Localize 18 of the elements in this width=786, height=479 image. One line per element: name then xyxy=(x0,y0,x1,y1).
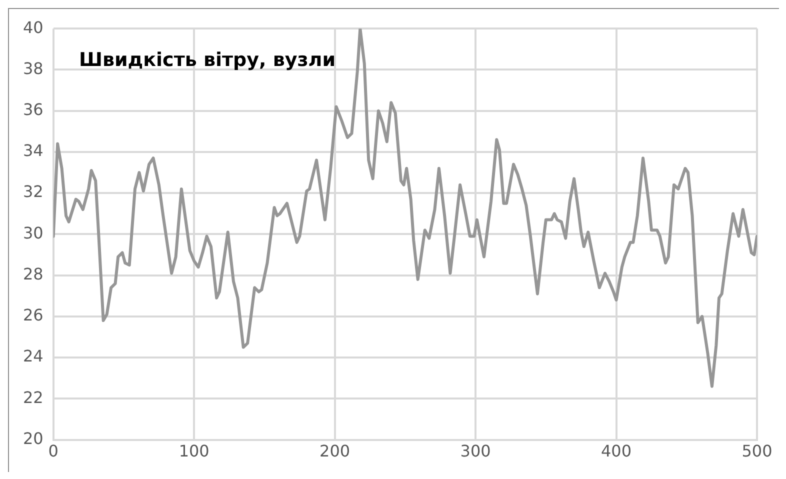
y-tick-label: 24 xyxy=(23,346,44,366)
y-tick-label: 32 xyxy=(23,182,44,202)
x-tick-label: 100 xyxy=(178,442,210,461)
y-tick-label: 40 xyxy=(23,18,44,37)
y-tick-label: 26 xyxy=(23,306,44,325)
y-tick-label: 34 xyxy=(23,141,44,160)
x-tick-label: 500 xyxy=(742,442,772,461)
x-tick-label: 200 xyxy=(320,442,350,461)
x-tick-label: 0 xyxy=(48,442,58,461)
y-tick-label: 28 xyxy=(23,264,44,284)
text: Швидкість вітру, вузли xyxy=(79,49,336,71)
x-tick-label: 300 xyxy=(460,442,491,461)
y-tick-label: 30 xyxy=(23,223,44,242)
y-tick-label: 36 xyxy=(23,100,44,119)
y-tick-label: 20 xyxy=(23,428,44,448)
x-tick-label: 400 xyxy=(601,442,632,461)
y-tick-label: 38 xyxy=(23,58,44,78)
y-tick-label: 22 xyxy=(23,388,44,407)
